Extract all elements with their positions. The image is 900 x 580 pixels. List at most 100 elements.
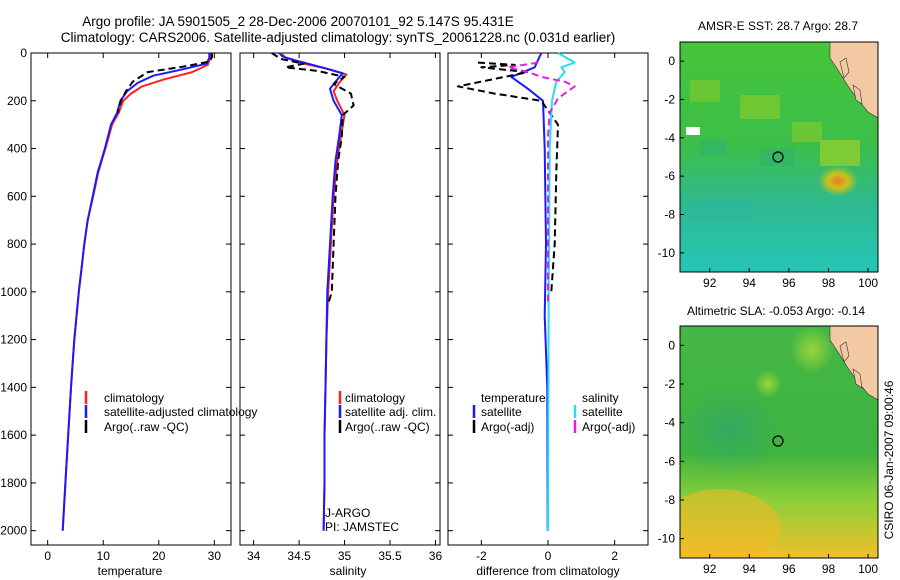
x-tick-label: 35.5 [378, 549, 402, 563]
csiro-timestamp: CSIRO 06-Jan-2007 09:00:46 [882, 380, 896, 539]
sst-patch [792, 122, 822, 142]
x-tick-label: 2 [611, 549, 618, 563]
x-tick-label: 0 [545, 549, 552, 563]
map-y-tick-label: -6 [664, 169, 675, 183]
map-y-tick-label: 0 [668, 54, 675, 68]
sst-map-image [680, 42, 878, 272]
y-tick-label: 1600 [0, 428, 27, 442]
difference-series [457, 52, 576, 531]
land-island [852, 84, 863, 105]
series-line-satellite-adjusted-climatology [61, 53, 211, 531]
x-tick-label: 35 [338, 549, 352, 563]
map-y-tick-label: -6 [664, 454, 675, 468]
series-line-temperature-argo-adj [457, 61, 559, 292]
land-island [839, 341, 850, 363]
legend-label-temp-argo: Argo(-adj) [481, 420, 534, 434]
x-tick-label: 30 [208, 549, 222, 563]
map-y-tick-label: -10 [658, 532, 676, 546]
x-tick-label: 0 [44, 549, 51, 563]
legend-label-sal-satellite: satellite [582, 405, 623, 419]
x-tick-label: 34.5 [287, 549, 311, 563]
sst-patch [820, 140, 860, 166]
temperature-panel-frame [30, 52, 232, 546]
map-y-tick-label: -10 [658, 246, 676, 260]
legend-title-salinity: salinity [582, 391, 619, 405]
x-tick-label: 10 [97, 549, 111, 563]
y-tick-label: 1800 [0, 476, 27, 490]
legend-label-satellite: satellite adj. clim. [345, 405, 436, 419]
x-tick-label: 34 [247, 549, 261, 563]
map-x-tick-label: 96 [782, 276, 796, 290]
series-line-climatology [280, 52, 348, 531]
sla-map-image [680, 326, 878, 558]
land-island [852, 368, 863, 389]
map-y-tick-label: -8 [664, 493, 675, 507]
map-y-tick-label: -4 [664, 416, 675, 430]
salinity-axes: 34 34.5 35 35.5 36 [240, 52, 443, 563]
sst-map-axes: 92 94 96 98 100 0 -2 -4 -6 -8 -10 [658, 54, 879, 290]
map-x-tick-label: 96 [782, 562, 796, 576]
temperature-axes: 0 10 20 30 0 200 400 600 800 1000 1200 1400 1600 1800… [0, 46, 231, 563]
salinity-series [271, 52, 355, 531]
sst-patch [740, 95, 780, 119]
sst-patch [760, 148, 794, 166]
map-y-tick-label: -2 [664, 93, 675, 107]
legend-label-argo: Argo(..raw -QC) [104, 420, 189, 434]
argo-location-marker [772, 151, 784, 163]
sst-patch [690, 80, 720, 102]
y-tick-label: 600 [7, 189, 27, 203]
map-x-tick-label: 94 [743, 562, 757, 576]
legend-label-satellite: satellite-adjusted climatology [104, 405, 257, 419]
temperature-legend: climatology satellite-adjusted climatolo… [84, 391, 257, 434]
map-x-tick-label: 94 [743, 276, 757, 290]
sst-map-title: AMSR-E SST: 28.7 Argo: 28.7 [698, 19, 858, 33]
sst-map-frame [679, 41, 879, 273]
series-line-temperature-satellite [510, 52, 549, 531]
argo-location-marker [772, 435, 784, 447]
temperature-series [61, 52, 214, 531]
legend-label-temp-satellite: satellite [481, 405, 522, 419]
map-y-tick-label: 0 [668, 338, 675, 352]
map-x-tick-label: 98 [822, 276, 836, 290]
series-line-argo-raw-qc [116, 52, 214, 113]
y-tick-label: 400 [7, 142, 27, 156]
salinity-xlabel: salinity [330, 564, 367, 578]
y-tick-label: 800 [7, 237, 27, 251]
map-x-tick-label: 100 [858, 562, 878, 576]
y-tick-label: 2000 [0, 524, 27, 538]
map-x-tick-label: 100 [858, 276, 878, 290]
legend-label-climatology: climatology [104, 391, 164, 405]
difference-axes: -2 0 2 [448, 52, 648, 563]
x-tick-label: -2 [476, 549, 487, 563]
sla-low-region [680, 385, 785, 475]
sla-map-title: Altimetric SLA: -0.053 Argo: -0.14 [687, 304, 865, 318]
y-tick-label: 1200 [0, 333, 27, 347]
difference-legend: temperature salinity satellite Argo(-adj… [472, 391, 635, 434]
map-y-tick-label: -8 [664, 208, 675, 222]
sst-patch [690, 200, 750, 220]
map-x-tick-label: 92 [703, 276, 717, 290]
legend-label-argo: Argo(..raw -QC) [345, 420, 430, 434]
annotation-j-argo: J-ARGO [325, 506, 370, 520]
sla-map-frame [679, 325, 879, 559]
figure-title: Argo profile: JA 5901505_2 28-Dec-2006 2… [82, 14, 514, 29]
map-x-tick-label: 98 [822, 562, 836, 576]
temperature-xlabel: temperature [98, 564, 163, 578]
sla-high-region [680, 489, 780, 558]
difference-xlabel: difference from climatology [476, 564, 619, 578]
map-x-tick-label: 92 [703, 562, 717, 576]
y-tick-label: 0 [20, 46, 27, 60]
series-line-salinity-satellite [547, 52, 576, 531]
figure-subtitle: Climatology: CARS2006. Satellite-adjuste… [61, 30, 616, 45]
sst-patch [700, 140, 726, 156]
map-y-tick-label: -2 [664, 377, 675, 391]
y-tick-label: 1000 [0, 285, 27, 299]
missing-data-patch [686, 127, 700, 135]
legend-label-climatology: climatology [345, 391, 405, 405]
sla-high-region [754, 370, 782, 398]
salinity-legend: climatology satellite adj. clim. Argo(..… [325, 391, 436, 534]
map-y-tick-label: -4 [664, 131, 675, 145]
x-tick-label: 36 [429, 549, 443, 563]
y-tick-label: 200 [7, 94, 27, 108]
